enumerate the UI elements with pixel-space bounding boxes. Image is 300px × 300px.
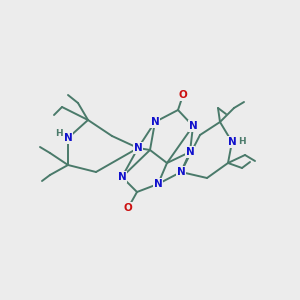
Text: O: O bbox=[124, 203, 132, 213]
Text: N: N bbox=[189, 121, 197, 131]
Text: N: N bbox=[118, 172, 126, 182]
Text: N: N bbox=[177, 167, 185, 177]
Text: N: N bbox=[228, 137, 236, 147]
Text: H: H bbox=[55, 130, 63, 139]
Text: N: N bbox=[186, 147, 194, 157]
Text: N: N bbox=[64, 133, 72, 143]
Text: H: H bbox=[238, 137, 246, 146]
Text: O: O bbox=[178, 90, 188, 100]
Text: N: N bbox=[151, 117, 159, 127]
Text: N: N bbox=[154, 179, 162, 189]
Text: N: N bbox=[134, 143, 142, 153]
